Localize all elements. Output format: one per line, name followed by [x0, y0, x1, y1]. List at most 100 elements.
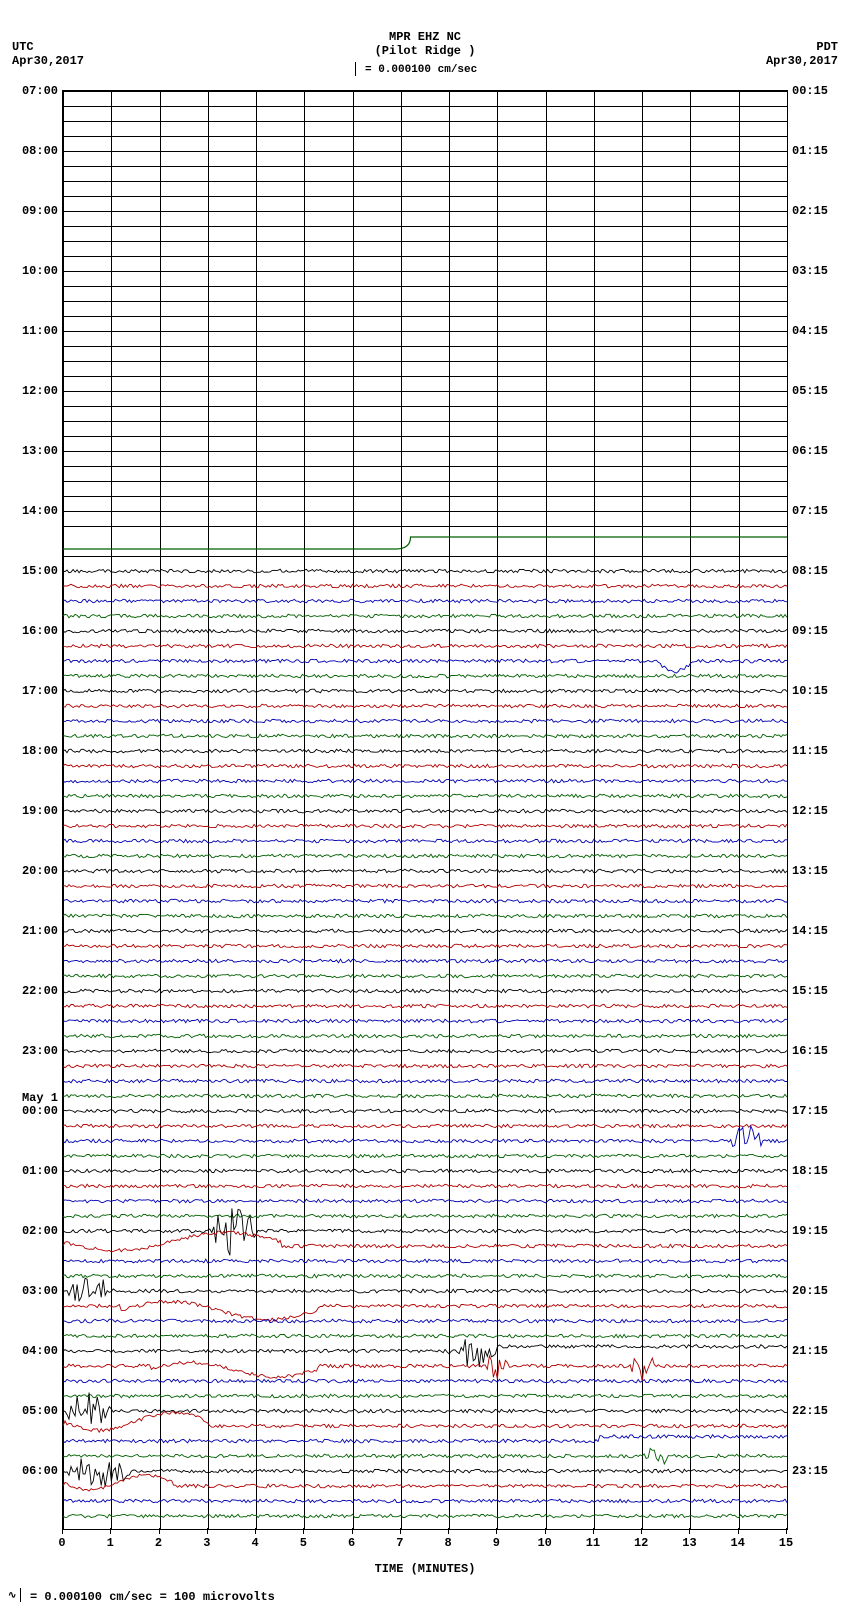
trace-flat: [63, 151, 787, 152]
utc-hour-label: 02:00: [22, 1224, 58, 1238]
trace-noise: [63, 1516, 787, 1531]
utc-hour-label: 23:00: [22, 1044, 58, 1058]
utc-hour-label: 22:00: [22, 984, 58, 998]
x-tick-label: 1: [107, 1536, 114, 1550]
trace-flat: [63, 136, 787, 137]
trace-flat: [63, 331, 787, 332]
x-tick-label: 7: [396, 1536, 403, 1550]
pdt-hour-label: 02:15: [792, 204, 828, 218]
trace-flat: [63, 511, 787, 512]
trace-flat: [63, 376, 787, 377]
trace-flat: [63, 301, 787, 302]
trace-flat: [63, 316, 787, 317]
helicorder-plot: [62, 90, 788, 1530]
pdt-hour-label: 20:15: [792, 1284, 828, 1298]
gridline: [787, 91, 788, 1529]
x-tick-label: 13: [682, 1536, 696, 1550]
station-code: MPR EHZ NC: [389, 30, 461, 44]
pdt-hour-label: 05:15: [792, 384, 828, 398]
pdt-hour-label: 01:15: [792, 144, 828, 158]
pdt-date: Apr30,2017: [766, 54, 838, 68]
pdt-hour-label: 23:15: [792, 1464, 828, 1478]
trace-flat: [63, 166, 787, 167]
pdt-hour-label: 13:15: [792, 864, 828, 878]
scale-bar-icon: [355, 62, 356, 76]
trace-flat: [63, 451, 787, 452]
trace-flat: [63, 391, 787, 392]
footer-scale-bar-icon: [20, 1588, 21, 1602]
utc-date: Apr30,2017: [12, 54, 84, 68]
x-tick-label: 4: [251, 1536, 258, 1550]
utc-hour-label: 10:00: [22, 264, 58, 278]
pdt-hour-label: 00:15: [792, 84, 828, 98]
footer-line: = 0.000100 cm/sec = 100 microvolts: [30, 1590, 275, 1604]
utc-hour-label: 17:00: [22, 684, 58, 698]
trace-flat: [63, 466, 787, 467]
x-tick-label: 15: [779, 1536, 793, 1550]
x-tick-label: 9: [493, 1536, 500, 1550]
pdt-hour-label: 04:15: [792, 324, 828, 338]
x-tick-label: 8: [445, 1536, 452, 1550]
trace-flat: [63, 91, 787, 92]
pdt-hour-label: 14:15: [792, 924, 828, 938]
x-tick-label: 0: [58, 1536, 65, 1550]
trace-flat: [63, 271, 787, 272]
trace-flat: [63, 196, 787, 197]
pdt-hour-label: 10:15: [792, 684, 828, 698]
trace-flat: [63, 226, 787, 227]
utc-hour-label: 20:00: [22, 864, 58, 878]
pdt-hour-label: 09:15: [792, 624, 828, 638]
pdt-hour-label: 07:15: [792, 504, 828, 518]
trace-flat: [63, 496, 787, 497]
utc-hour-label: 15:00: [22, 564, 58, 578]
utc-hour-label: 13:00: [22, 444, 58, 458]
x-tick-label: 6: [348, 1536, 355, 1550]
trace-flat: [63, 286, 787, 287]
trace-flat: [63, 346, 787, 347]
utc-hour-label: 07:00: [22, 84, 58, 98]
utc-hour-label: 16:00: [22, 624, 58, 638]
utc-hour-label: 00:00: [22, 1104, 58, 1118]
pdt-hour-label: 17:15: [792, 1104, 828, 1118]
x-axis-title: TIME (MINUTES): [375, 1562, 476, 1576]
x-tick-label: 2: [155, 1536, 162, 1550]
utc-date-rollover: May 1: [22, 1091, 58, 1105]
utc-hour-label: 18:00: [22, 744, 58, 758]
utc-label: UTC: [12, 40, 34, 54]
pdt-hour-label: 08:15: [792, 564, 828, 578]
pdt-hour-label: 19:15: [792, 1224, 828, 1238]
trace-flat: [63, 481, 787, 482]
trace-flat: [63, 406, 787, 407]
x-tick-label: 11: [586, 1536, 600, 1550]
pdt-label: PDT: [816, 40, 838, 54]
utc-hour-label: 08:00: [22, 144, 58, 158]
utc-hour-label: 21:00: [22, 924, 58, 938]
utc-hour-label: 09:00: [22, 204, 58, 218]
x-tick-label: 14: [731, 1536, 745, 1550]
x-tick-label: 12: [634, 1536, 648, 1550]
scale-line: = 0.000100 cm/sec: [365, 64, 477, 76]
pdt-hour-label: 22:15: [792, 1404, 828, 1418]
utc-hour-label: 12:00: [22, 384, 58, 398]
trace-flat: [63, 106, 787, 107]
trace-flat: [63, 121, 787, 122]
trace-flat: [63, 361, 787, 362]
pdt-hour-label: 18:15: [792, 1164, 828, 1178]
station-name: (Pilot Ridge ): [375, 44, 476, 58]
pdt-hour-label: 03:15: [792, 264, 828, 278]
x-tick-label: 10: [537, 1536, 551, 1550]
utc-hour-label: 19:00: [22, 804, 58, 818]
pdt-hour-label: 06:15: [792, 444, 828, 458]
trace-flat: [63, 181, 787, 182]
utc-hour-label: 05:00: [22, 1404, 58, 1418]
pdt-hour-label: 11:15: [792, 744, 828, 758]
utc-hour-label: 04:00: [22, 1344, 58, 1358]
pdt-hour-label: 15:15: [792, 984, 828, 998]
utc-hour-label: 14:00: [22, 504, 58, 518]
pdt-hour-label: 12:15: [792, 804, 828, 818]
trace-flat: [63, 211, 787, 212]
trace-flat: [63, 256, 787, 257]
trace-flat: [63, 436, 787, 437]
utc-hour-label: 01:00: [22, 1164, 58, 1178]
trace-flat: [63, 421, 787, 422]
